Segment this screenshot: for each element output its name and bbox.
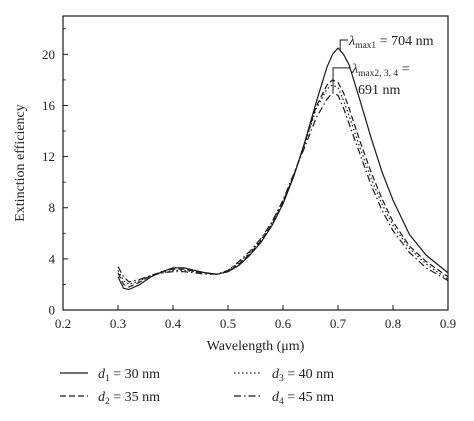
y-axis-title: Extinction efficiency <box>13 104 28 222</box>
x-tick-label: 0.3 <box>110 316 126 331</box>
y-tick-label: 16 <box>42 98 56 113</box>
x-tick-label: 0.2 <box>55 316 71 331</box>
x-tick-label: 0.9 <box>440 316 456 331</box>
legend: d1 = 30 nm d2 = 35 nm d3 = 40 nm d4 = 45 nm <box>60 367 334 407</box>
legend-label-2: d2 = 35 nm <box>98 390 160 407</box>
annotation-label-1: λmax1 = 704 nm <box>348 34 434 51</box>
annotation-label-2: λmax2, 3, 4 = <box>351 62 410 79</box>
annotations: λmax1 = 704 nm λmax2, 3, 4 = 691 nm <box>332 34 434 98</box>
y-tick-label: 8 <box>49 200 56 215</box>
legend-label-3: d3 = 40 nm <box>272 367 334 384</box>
series-group <box>117 47 449 291</box>
y-tick-label: 20 <box>42 47 55 62</box>
series-line-4 <box>117 92 449 283</box>
annotation-leader-2 <box>332 67 350 92</box>
x-tick-label: 0.7 <box>330 316 347 331</box>
x-tick-label: 0.5 <box>220 316 236 331</box>
annotation-leader-1 <box>339 39 348 50</box>
y-tick-label: 0 <box>49 303 56 318</box>
x-tick-label: 0.8 <box>385 316 401 331</box>
legend-label-4: d4 = 45 nm <box>272 390 334 407</box>
y-tick-label: 4 <box>49 251 56 266</box>
y-tick-label: 12 <box>42 149 55 164</box>
annotation-label-2-value: 691 nm <box>358 83 401 98</box>
x-tick-label: 0.6 <box>275 316 292 331</box>
plot-frame <box>62 15 449 311</box>
series-line-2 <box>117 79 449 288</box>
series-line-3 <box>117 84 449 285</box>
x-tick-label: 0.4 <box>165 316 182 331</box>
x-axis-title: Wavelength (μm) <box>207 339 305 354</box>
axes: 0.2 0.3 0.4 0.5 0.6 0.7 0.8 0.9 0 4 8 12 16 20 Wavelen… <box>13 15 456 354</box>
legend-label-1: d1 = 30 nm <box>98 367 160 384</box>
